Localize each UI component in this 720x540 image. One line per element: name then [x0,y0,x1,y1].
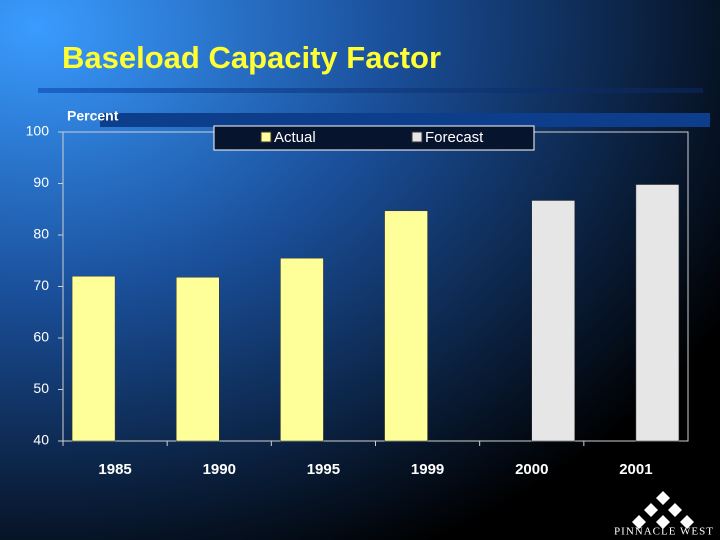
logo-text: PINNACLE WEST [614,526,714,538]
bar [280,257,324,442]
legend-label: Actual [274,129,316,146]
y-tick-label: 100 [26,123,50,139]
band [100,113,710,127]
bar [531,200,575,442]
y-tick-label: 40 [33,432,49,448]
y-tick-label: 90 [33,174,49,190]
x-tick-label: 1995 [307,461,340,478]
y-axis-label: Percent [67,108,119,124]
x-tick-label: 2000 [515,461,548,478]
legend: Actual Forecast [213,125,535,151]
x-tick-label: 1999 [411,461,444,478]
legend-swatch [260,131,272,143]
plot: 40 50 60 70 80 90 100 1985 1990 1995 1999 2000 2001 [26,123,689,478]
chart-title: Baseload Capacity Factor [62,40,441,75]
y-tick-label: 70 [33,277,49,293]
x-tick-label: 2001 [619,461,652,478]
logo: PINNACLE WEST [614,491,714,538]
y-tick-label: 50 [33,380,49,396]
title-rule [38,88,703,93]
logo-mark [632,491,694,529]
bar [635,184,680,442]
bar [176,276,220,442]
legend-label: Forecast [425,129,484,146]
x-tick-label: 1985 [98,461,131,478]
y-tick-label: 80 [33,226,49,242]
y-tick-label: 60 [33,329,49,345]
legend-swatch [411,131,423,143]
x-tick-label: 1990 [203,461,236,478]
bar [71,275,116,442]
bar [384,210,428,442]
